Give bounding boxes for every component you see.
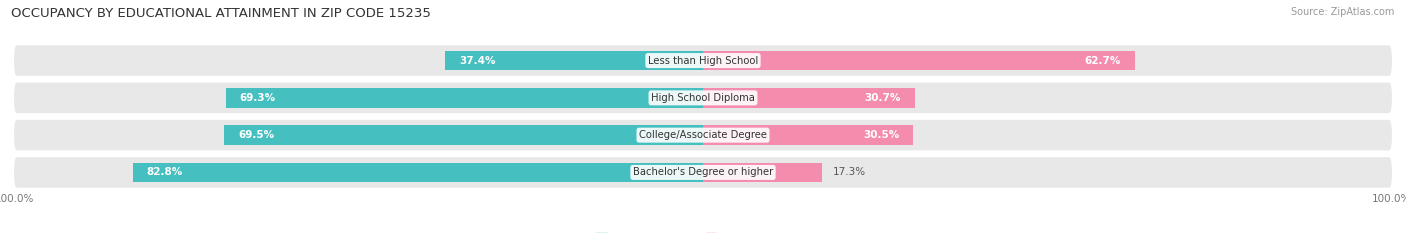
Text: 69.5%: 69.5% <box>238 130 274 140</box>
Text: 62.7%: 62.7% <box>1085 56 1121 65</box>
Text: 69.3%: 69.3% <box>239 93 276 103</box>
FancyBboxPatch shape <box>14 157 1392 188</box>
Bar <box>132 163 703 182</box>
Text: Source: ZipAtlas.com: Source: ZipAtlas.com <box>1291 7 1395 17</box>
Bar <box>703 88 914 108</box>
Bar <box>446 51 703 70</box>
FancyBboxPatch shape <box>14 120 1392 151</box>
Bar <box>703 51 1135 70</box>
Text: Bachelor's Degree or higher: Bachelor's Degree or higher <box>633 168 773 177</box>
Bar <box>703 163 823 182</box>
Text: High School Diploma: High School Diploma <box>651 93 755 103</box>
Text: College/Associate Degree: College/Associate Degree <box>638 130 768 140</box>
Text: 30.5%: 30.5% <box>863 130 900 140</box>
Text: 82.8%: 82.8% <box>146 168 183 177</box>
FancyBboxPatch shape <box>14 82 1392 113</box>
Text: OCCUPANCY BY EDUCATIONAL ATTAINMENT IN ZIP CODE 15235: OCCUPANCY BY EDUCATIONAL ATTAINMENT IN Z… <box>11 7 432 20</box>
Text: Less than High School: Less than High School <box>648 56 758 65</box>
Bar <box>225 88 703 108</box>
FancyBboxPatch shape <box>14 45 1392 76</box>
Text: 30.7%: 30.7% <box>865 93 901 103</box>
Text: 37.4%: 37.4% <box>460 56 496 65</box>
Text: 17.3%: 17.3% <box>832 168 866 177</box>
Bar <box>703 125 912 145</box>
Bar <box>224 125 703 145</box>
